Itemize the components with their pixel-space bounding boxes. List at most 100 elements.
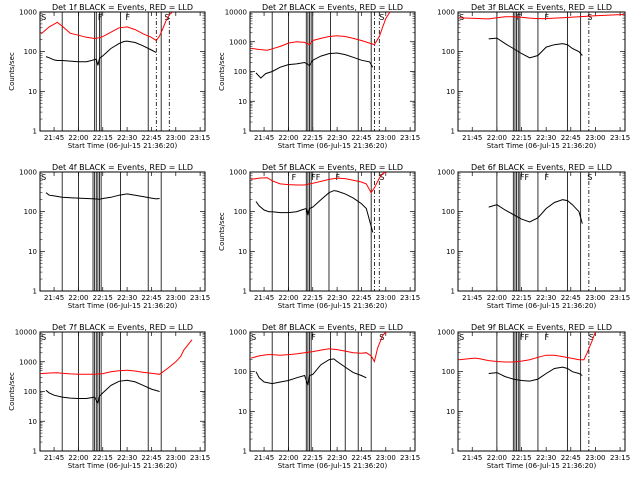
y-tick-label: 10 (28, 418, 37, 426)
x-tick-label: 22:30 (327, 294, 347, 302)
y-tick-label: 100 (24, 388, 37, 396)
plot-frame (457, 11, 626, 132)
y-tick-label: 1 (243, 448, 247, 456)
panel-title: Det 6f BLACK = Events, RED = LLD (471, 163, 612, 172)
flag-label: S (251, 333, 256, 342)
panel-title: Det 7f BLACK = Events, RED = LLD (52, 323, 193, 332)
detector-panel-2: Det 2f BLACK = Events, RED = LLD 1 10 100 10… (218, 3, 420, 150)
panel-title: Det 3f BLACK = Events, RED = LLD (471, 3, 612, 12)
y-tick-label: 10000 (225, 9, 247, 17)
flag-label: S (164, 13, 169, 22)
series-line-events (488, 199, 583, 224)
x-tick-label: 22:00 (68, 134, 88, 142)
detector-panel-6: Det 6f BLACK = Events, RED = LLD 1 10 100 10… (437, 163, 630, 310)
x-tick-label: 22:15 (93, 294, 113, 302)
y-tick-label: 100 (234, 368, 247, 376)
x-tick-label: 22:45 (351, 134, 371, 142)
y-tick-label: 10 (28, 88, 37, 96)
x-tick-label: 22:45 (351, 454, 371, 462)
series-line-lld (41, 339, 193, 375)
series-line-events (45, 379, 160, 405)
x-axis-label: Start Time (06-Jul-15 21:36:20) (278, 142, 388, 150)
panel-title: Det 8f BLACK = Events, RED = LLD (262, 323, 403, 332)
y-tick-label: 1000 (229, 38, 247, 46)
x-tick-label: 22:15 (303, 134, 323, 142)
panel-title: Det 5f BLACK = Events, RED = LLD (262, 163, 403, 172)
flag-label: F (125, 13, 130, 22)
flag-label: S (587, 13, 592, 22)
y-tick-label: 10000 (15, 329, 37, 337)
x-tick-label: 22:45 (561, 134, 581, 142)
series-line-events (488, 37, 583, 59)
x-tick-label: 22:15 (511, 294, 531, 302)
x-axis-label: Start Time (06-Jul-15 21:36:20) (487, 302, 597, 310)
y-axis-label: Counts/sec (8, 52, 16, 91)
x-tick-label: 22:45 (141, 294, 161, 302)
x-axis-label: Start Time (06-Jul-15 21:36:20) (278, 462, 388, 470)
x-tick-label: 22:15 (303, 294, 323, 302)
x-tick-label: 22:45 (141, 454, 161, 462)
x-tick-label: 22:45 (141, 134, 161, 142)
series-line-lld (251, 12, 391, 51)
y-tick-label: 100 (234, 208, 247, 216)
x-tick-label: 22:15 (303, 454, 323, 462)
y-tick-label: 100 (442, 368, 455, 376)
flag-label: S (41, 13, 46, 22)
plot-frame (39, 11, 206, 132)
flag-label: F (292, 173, 297, 182)
y-tick-label: 10 (446, 408, 455, 416)
panel-title: Det 9f BLACK = Events, RED = LLD (471, 323, 612, 332)
x-tick-label: 23:00 (166, 134, 186, 142)
x-tick-label: 23:00 (585, 454, 605, 462)
x-tick-label: 23:00 (585, 134, 605, 142)
x-axis-label: Start Time (06-Jul-15 21:36:20) (278, 302, 388, 310)
y-tick-label: 1 (243, 288, 247, 296)
flag-label: S (587, 173, 592, 182)
flag-label: S (41, 333, 46, 342)
y-tick-label: 100 (24, 48, 37, 56)
y-axis-label: Counts/sec (218, 212, 226, 251)
flag-label: FF (520, 333, 530, 342)
x-tick-label: 23:00 (166, 454, 186, 462)
x-tick-label: 22:00 (68, 294, 88, 302)
series-line-events (488, 366, 583, 382)
x-tick-label: 22:30 (536, 454, 556, 462)
x-tick-label: 22:45 (561, 454, 581, 462)
x-axis-label: Start Time (06-Jul-15 21:36:20) (68, 142, 178, 150)
x-tick-label: 22:00 (278, 294, 298, 302)
x-tick-label: 21:45 (44, 454, 64, 462)
y-tick-label: 1000 (437, 169, 455, 177)
plot-frame (249, 11, 416, 132)
y-tick-label: 10 (238, 408, 247, 416)
x-tick-label: 23:15 (190, 454, 210, 462)
x-tick-label: 22:45 (561, 294, 581, 302)
x-tick-label: 23:15 (400, 134, 420, 142)
plot-frame (249, 171, 416, 292)
detector-panel-1: Det 1f BLACK = Events, RED = LLD 1 10 100 10… (8, 3, 210, 150)
x-tick-label: 23:15 (190, 294, 210, 302)
flag-label: F (545, 173, 550, 182)
series-line-lld (251, 172, 387, 194)
x-tick-label: 21:45 (254, 454, 274, 462)
x-tick-label: 21:45 (462, 134, 482, 142)
x-axis-label: Start Time (06-Jul-15 21:36:20) (487, 462, 597, 470)
x-axis-label: Start Time (06-Jul-15 21:36:20) (487, 142, 597, 150)
series-line-lld (40, 12, 173, 42)
series-line-lld (459, 13, 625, 20)
plot-frame (457, 331, 626, 452)
series-line-lld (459, 332, 596, 363)
series-line-events (255, 52, 374, 79)
flag-label: F (335, 173, 340, 182)
y-tick-label: 1000 (437, 9, 455, 17)
plot-frame (39, 171, 206, 292)
series-line-events (45, 40, 157, 66)
series-line-events (255, 190, 374, 233)
x-tick-label: 22:30 (117, 134, 137, 142)
series-line-events (45, 192, 160, 200)
x-axis-label: Start Time (06-Jul-15 21:36:20) (68, 302, 178, 310)
x-tick-label: 22:30 (536, 294, 556, 302)
x-tick-label: 21:45 (254, 294, 274, 302)
x-tick-label: 21:45 (254, 134, 274, 142)
x-tick-label: 22:15 (93, 134, 113, 142)
